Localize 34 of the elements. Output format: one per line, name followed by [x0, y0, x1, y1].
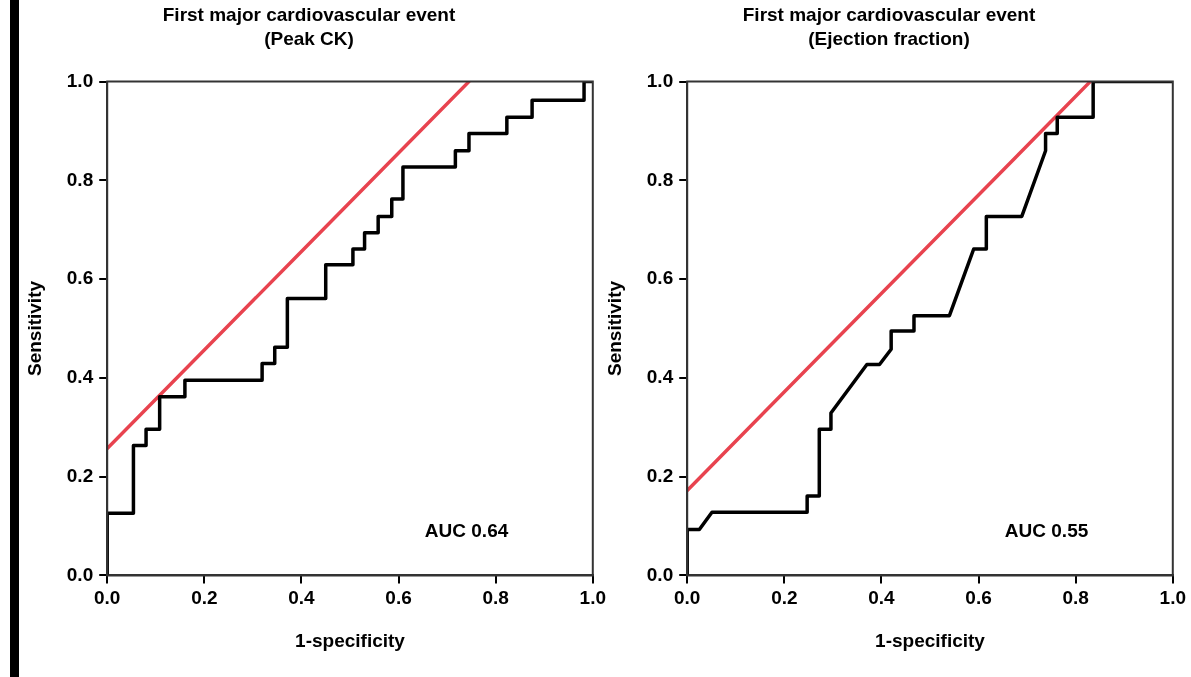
x-tick-label: 0.2 [191, 587, 218, 609]
x-axis-title: 1-specificity [875, 629, 986, 651]
x-tick-label: 1.0 [579, 587, 606, 609]
annotation: AUC 0.64 [424, 519, 509, 541]
chart-subtitle: (Ejection fraction) [808, 28, 970, 50]
x-tick-label: 0.4 [868, 587, 896, 609]
x-axis-title: 1-specificity [295, 629, 406, 651]
y-axis-title: Sensitivity [603, 280, 625, 377]
y-tick-label: 0.2 [646, 464, 674, 486]
y-tick-label: 1.0 [66, 69, 94, 91]
x-tick-label: 0.8 [1062, 587, 1089, 609]
y-tick-label: 0.6 [646, 267, 674, 289]
y-tick-label: 0.6 [66, 267, 94, 289]
annotation: AUC 0.55 [1004, 519, 1089, 541]
y-tick-label: 1.0 [646, 69, 674, 91]
y-tick-label: 0.0 [646, 563, 674, 585]
chart-subtitle: (Peak CK) [264, 28, 354, 50]
x-tick-label: 0.6 [385, 587, 412, 609]
chart-title: First major cardiovascular event [742, 3, 1036, 25]
y-axis-title: Sensitivity [23, 280, 45, 377]
chart-title: First major cardiovascular event [162, 3, 456, 25]
y-tick-label: 0.4 [66, 366, 94, 388]
y-tick-label: 0.2 [66, 464, 94, 486]
y-tick-label: 0.4 [646, 366, 674, 388]
y-tick-label: 0.0 [66, 563, 94, 585]
y-tick-label: 0.8 [646, 168, 674, 190]
x-tick-label: 0.4 [288, 587, 316, 609]
y-tick-label: 0.8 [66, 168, 94, 190]
x-tick-label: 0.2 [771, 587, 798, 609]
x-tick-label: 0.0 [94, 587, 121, 609]
x-tick-label: 0.8 [482, 587, 509, 609]
x-tick-label: 0.6 [965, 587, 992, 609]
x-tick-label: 0.0 [674, 587, 701, 609]
x-tick-label: 1.0 [1159, 587, 1186, 609]
